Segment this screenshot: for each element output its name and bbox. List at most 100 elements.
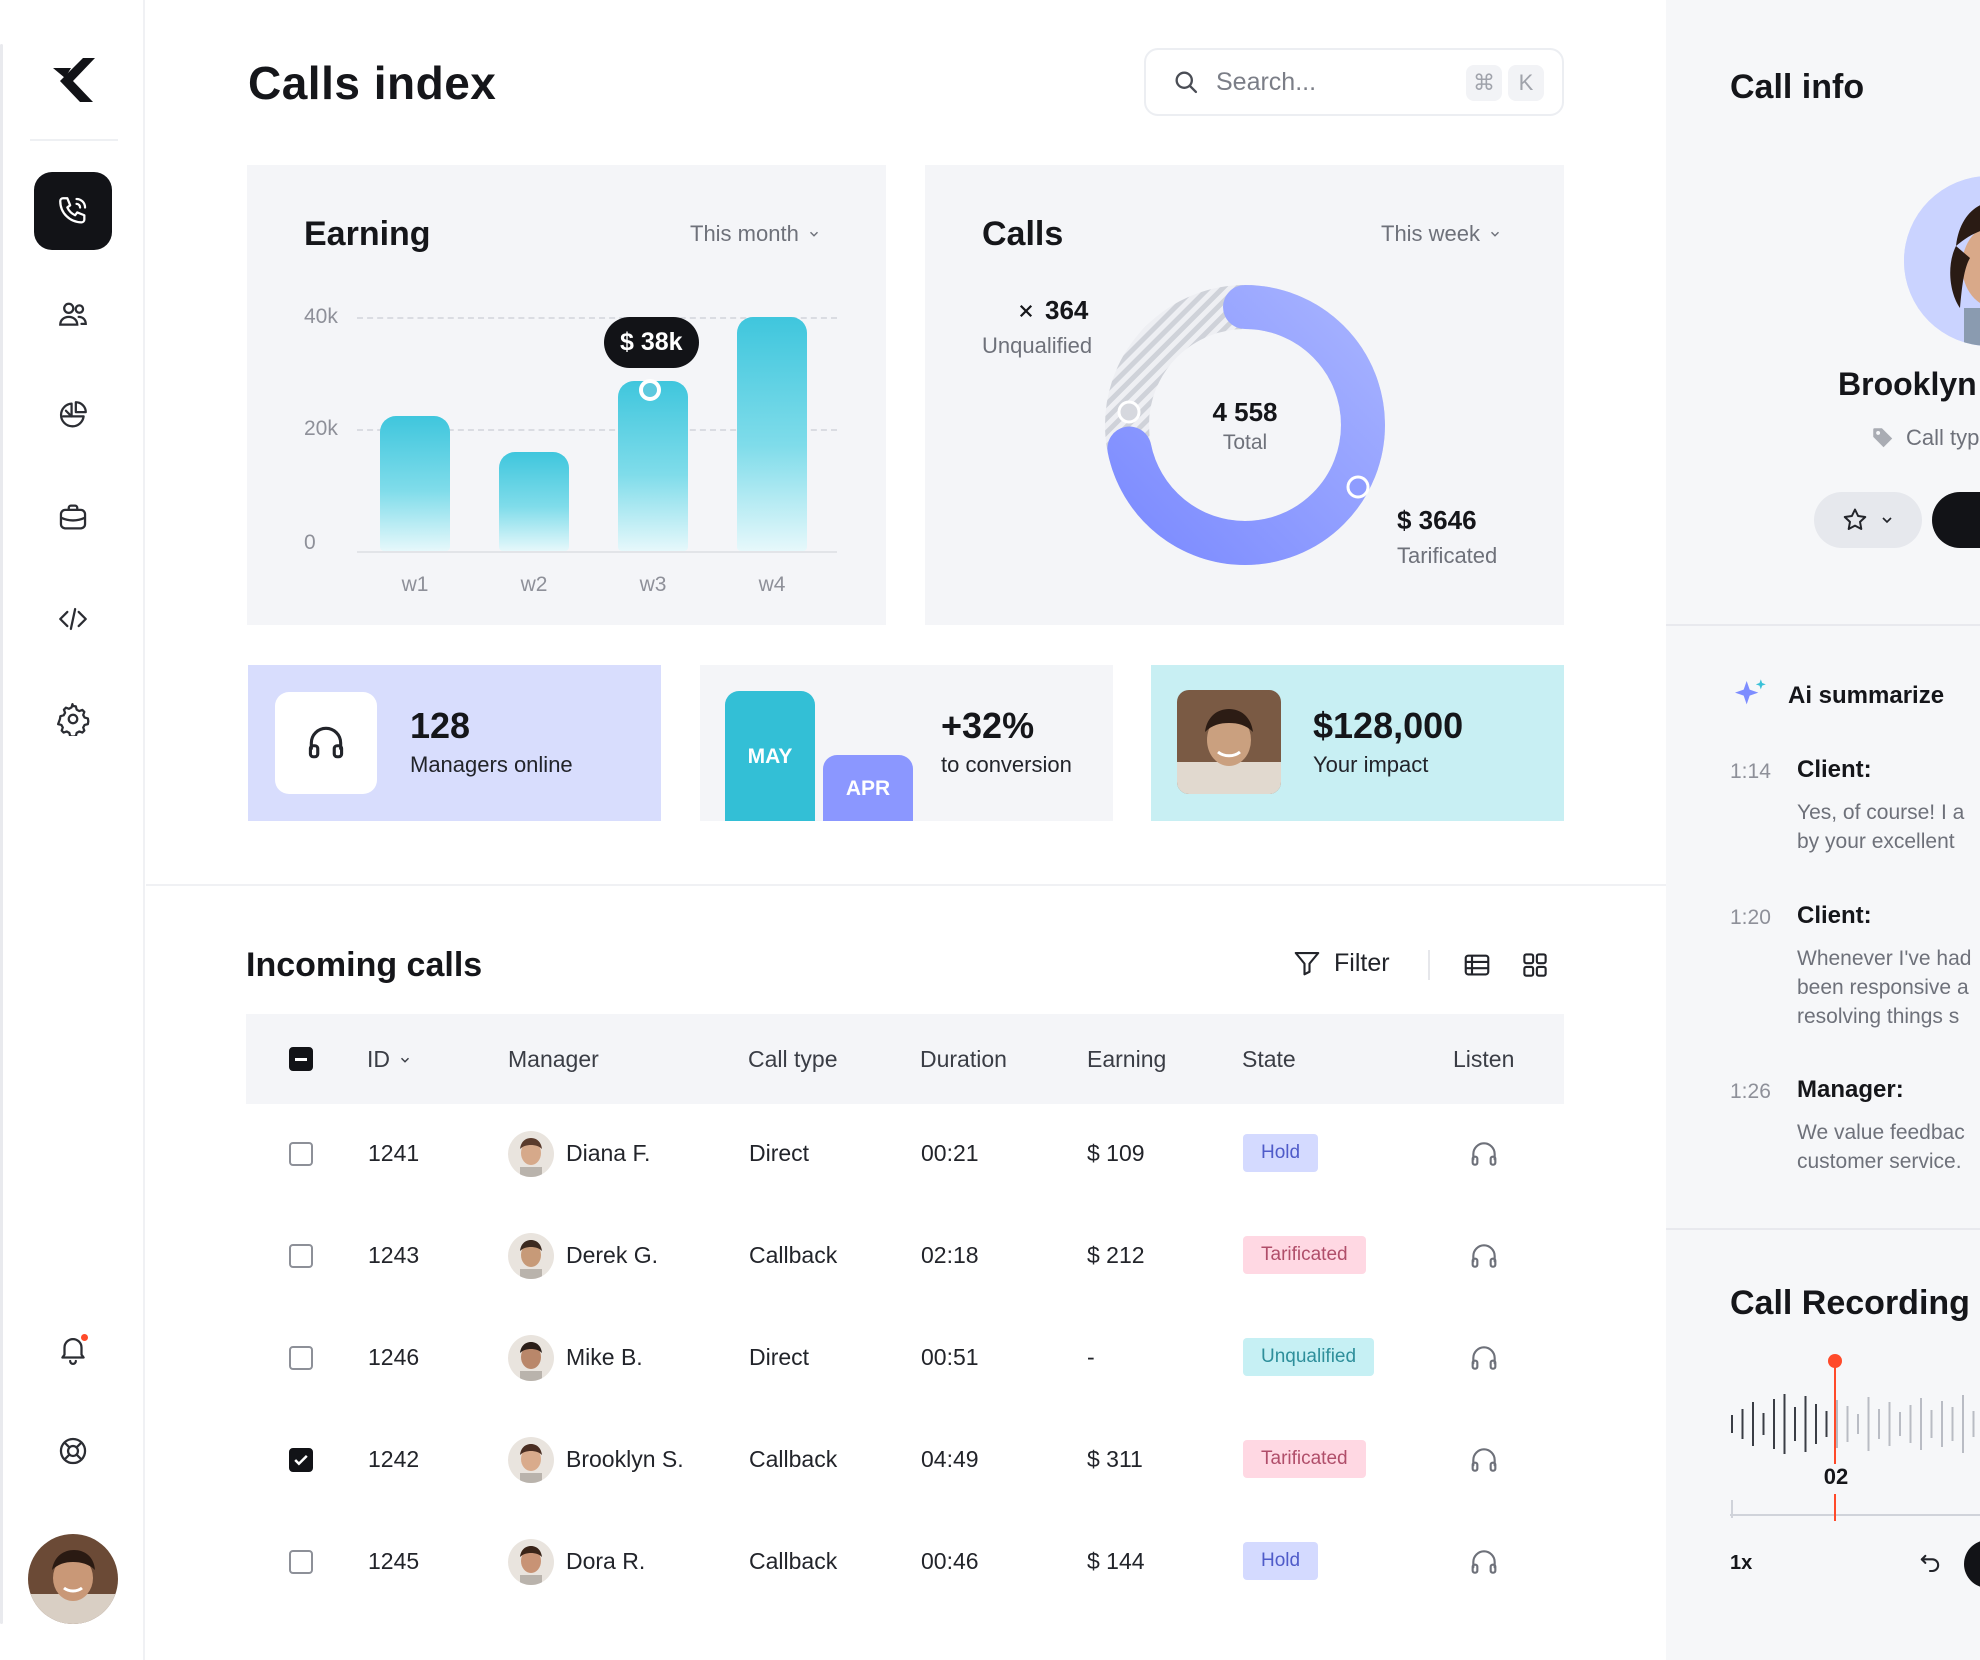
select-all-checkbox[interactable] <box>289 1047 313 1071</box>
listen-button[interactable] <box>1468 1546 1500 1578</box>
earning-point-marker <box>639 379 661 401</box>
lifebuoy-icon <box>59 1437 87 1465</box>
row-checkbox[interactable] <box>289 1244 313 1268</box>
listen-button[interactable] <box>1468 1240 1500 1272</box>
listen-button[interactable] <box>1468 1444 1500 1476</box>
checkbox-mixed-mark <box>295 1058 307 1061</box>
earning-bar-w1[interactable] <box>380 416 450 551</box>
table-row[interactable] <box>246 1216 1564 1306</box>
tarificated-value: $ 3646 <box>1397 505 1477 535</box>
sidebar-item-notifications[interactable] <box>34 1310 112 1388</box>
transcript-time[interactable]: 1:20 <box>1730 906 1771 929</box>
table-row[interactable] <box>246 1114 1564 1204</box>
user-avatar[interactable] <box>28 1534 118 1624</box>
rate-dropdown-button[interactable] <box>1814 492 1922 548</box>
column-header-call-type: Call type <box>748 1046 838 1072</box>
total-value: 4 558 <box>1212 397 1278 427</box>
manager-avatar <box>508 1131 554 1177</box>
transcript-line: been responsive a <box>1797 976 1969 999</box>
status-badge: Hold <box>1243 1542 1319 1580</box>
manager-photo-icon <box>508 1539 554 1585</box>
transcript-time[interactable]: 1:14 <box>1730 760 1771 783</box>
donut-start-marker <box>1117 400 1141 424</box>
playhead-knob[interactable] <box>1828 1354 1842 1368</box>
conversion-value: +32% <box>941 705 1035 746</box>
sidebar-item-support[interactable] <box>34 1412 112 1490</box>
earning-card: Earning This month 40k 20k 0 w1 w2 w3 w4 $ … <box>247 165 886 625</box>
impact-label: Your impact <box>1313 752 1429 777</box>
transcript-speaker: Client: <box>1797 756 1872 783</box>
transcript-line: We value feedbac <box>1797 1121 1965 1144</box>
calls-period-dropdown[interactable]: This week <box>1381 221 1502 247</box>
column-header-duration: Duration <box>920 1046 1007 1072</box>
sidebar-item-analytics[interactable] <box>34 376 112 454</box>
search-input[interactable] <box>1216 67 1456 97</box>
call-info-title: Call info <box>1730 68 1865 106</box>
incoming-calls-title: Incoming calls <box>246 946 483 984</box>
listen-button[interactable] <box>1468 1342 1500 1374</box>
search-box[interactable]: ⌘ K <box>1144 48 1564 116</box>
grid-view-icon[interactable] <box>1520 950 1550 980</box>
sidebar-item-briefcase[interactable] <box>34 478 112 556</box>
recording-waveform[interactable] <box>1730 1340 1980 1520</box>
section-divider <box>146 884 1666 886</box>
table-row[interactable] <box>246 1522 1564 1612</box>
earning-bar-w4[interactable] <box>737 317 807 551</box>
duration: 00:21 <box>921 1140 979 1166</box>
row-checkbox[interactable] <box>289 1550 313 1574</box>
chevron-down-icon <box>1491 231 1500 237</box>
transcript-speaker: Client: <box>1797 902 1872 929</box>
listen-button[interactable] <box>1468 1138 1500 1170</box>
calls-card: Calls This week 364 Unqualified 4 558 To… <box>925 165 1564 625</box>
manager-name: Dora R. <box>566 1548 646 1574</box>
status-badge: Hold <box>1243 1134 1319 1172</box>
bell-icon <box>61 1338 85 1365</box>
conversion-tile: MAY APR +32% to conversion <box>700 665 1113 821</box>
sidebar-item-settings[interactable] <box>34 680 112 758</box>
column-header-id[interactable]: ID <box>367 1046 412 1073</box>
transcript-line: Yes, of course! I a <box>1797 801 1965 824</box>
row-checkbox[interactable] <box>289 1448 313 1472</box>
earning-bar-w3[interactable] <box>618 381 688 551</box>
play-button[interactable] <box>1964 1540 1980 1588</box>
chevron-down-icon <box>1882 517 1892 524</box>
earning-period-dropdown[interactable]: This month <box>690 221 821 247</box>
headphones-icon <box>1471 1244 1497 1268</box>
row-checkbox[interactable] <box>289 1142 313 1166</box>
call-type-row: Call typ <box>1870 425 1979 451</box>
sidebar-item-users[interactable] <box>34 275 112 353</box>
earning: - <box>1087 1344 1095 1370</box>
total-label: Total <box>1222 431 1268 454</box>
playback-speed-button[interactable]: 1x <box>1730 1552 1753 1574</box>
caller-photo-icon <box>1904 176 1980 346</box>
earning-bar-w2[interactable] <box>499 451 569 551</box>
table-row[interactable] <box>246 1420 1564 1510</box>
brand-logo-icon[interactable] <box>47 54 99 106</box>
y-tick-label: 20k <box>304 417 338 440</box>
primary-action-button[interactable] <box>1932 492 1980 548</box>
call-type: Callback <box>749 1242 838 1268</box>
duration: 04:49 <box>921 1446 979 1472</box>
earning-tooltip: $ 38k <box>604 317 699 368</box>
row-id: 1246 <box>368 1344 420 1370</box>
transcript-time[interactable]: 1:26 <box>1730 1080 1771 1103</box>
star-icon <box>1843 508 1867 530</box>
x-tick-label: w3 <box>639 573 667 596</box>
users-icon <box>59 302 87 326</box>
column-header-earning: Earning <box>1087 1046 1167 1072</box>
row-checkbox[interactable] <box>289 1346 313 1370</box>
impact-photo <box>1177 690 1281 794</box>
list-view-icon[interactable] <box>1462 950 1492 980</box>
manager-photo-icon <box>508 1437 554 1483</box>
apr-bar: APR <box>823 755 913 821</box>
filter-button[interactable]: Filter <box>1292 948 1390 978</box>
managers-online-label: Managers online <box>410 752 573 777</box>
code-icon <box>59 607 87 631</box>
rewind-icon[interactable] <box>1916 1550 1944 1578</box>
phone-icon <box>59 197 87 224</box>
manager-avatar <box>508 1437 554 1483</box>
tag-icon <box>1873 428 1893 448</box>
calls-title: Calls <box>982 215 1064 253</box>
sidebar-item-code[interactable] <box>34 580 112 658</box>
sidebar-item-calls[interactable] <box>34 172 112 250</box>
